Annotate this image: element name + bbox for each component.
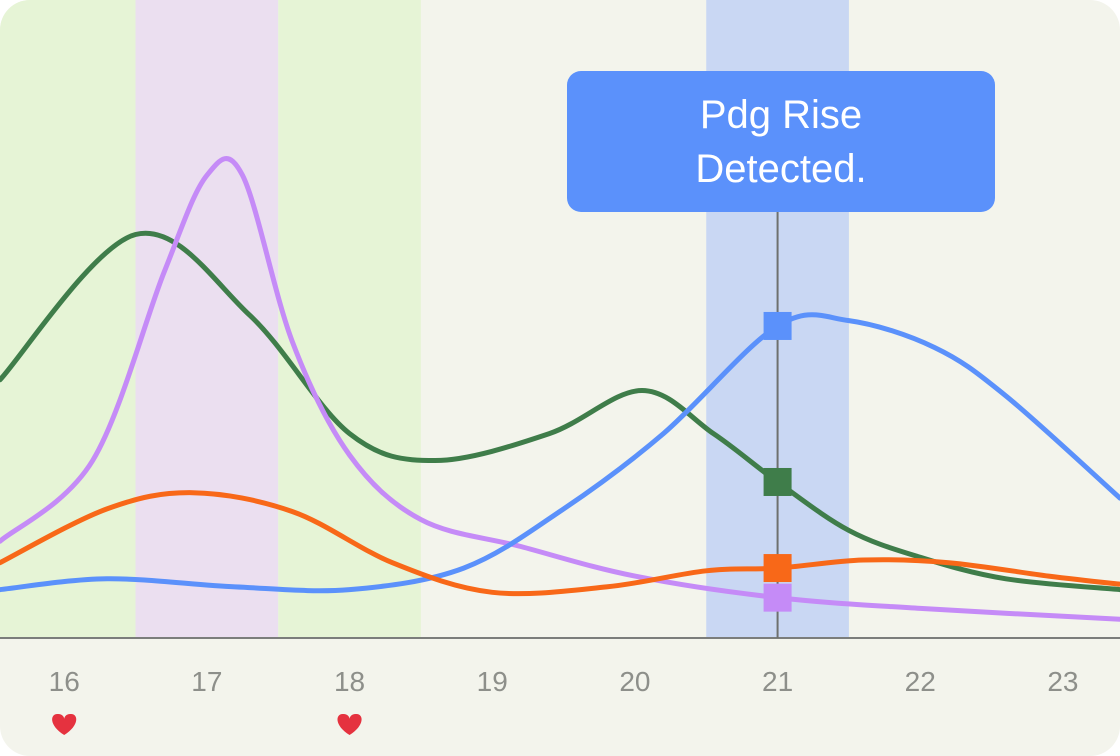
x-tick-label: 21 (762, 666, 793, 697)
pdg-rise-callout: Pdg Rise Detected. (567, 71, 995, 212)
shaded-band-2 (278, 0, 421, 638)
series-markers (763, 311, 792, 612)
x-tick-label: 23 (1047, 666, 1078, 697)
heart-icon (52, 713, 77, 735)
series-line-2 (0, 312, 1120, 594)
heart-markers (52, 713, 362, 735)
x-tick-labels: 16 17 18 19 20 21 22 23 (49, 666, 1079, 697)
series-marker-0 (763, 467, 792, 496)
series-marker-1 (763, 583, 792, 612)
series-line-0 (0, 230, 1120, 593)
series-line-3 (0, 490, 1120, 597)
series-marker-2 (763, 311, 792, 340)
shaded-band-0 (0, 0, 136, 638)
x-tick-label: 20 (619, 666, 650, 697)
x-tick-label: 22 (905, 666, 936, 697)
x-tick-label: 16 (49, 666, 80, 697)
x-tick-label: 19 (477, 666, 508, 697)
callout-line-2: Detected. (695, 146, 867, 191)
series-lines (0, 156, 1120, 622)
callout-line-1: Pdg Rise (699, 92, 863, 137)
heart-icon (337, 713, 362, 735)
x-tick-label: 17 (191, 666, 222, 697)
x-tick-label: 18 (334, 666, 365, 697)
series-marker-3 (763, 554, 792, 583)
series-line-1 (0, 156, 1120, 622)
